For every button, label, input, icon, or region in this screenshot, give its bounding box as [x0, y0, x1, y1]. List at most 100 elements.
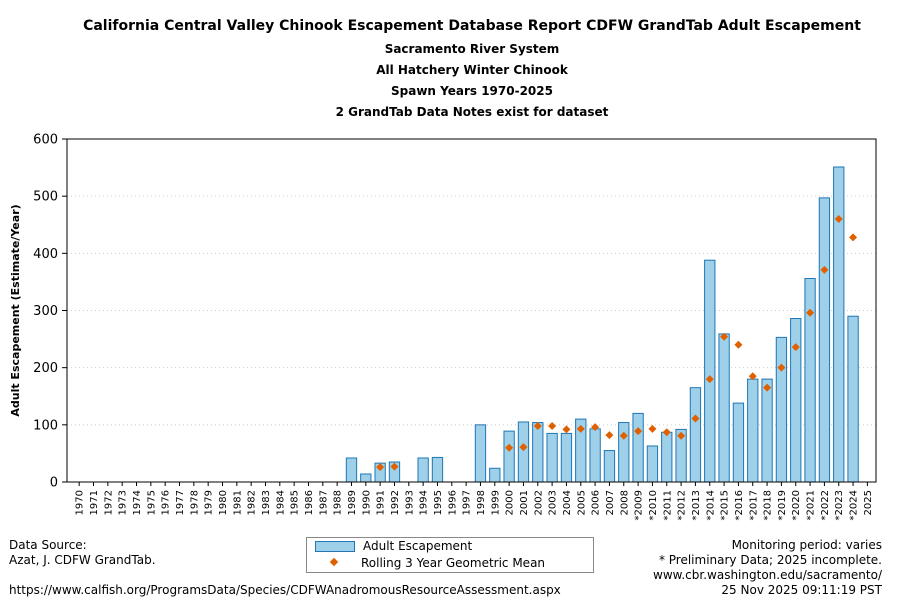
footer-notes: Monitoring period: varies * Preliminary … — [653, 538, 882, 598]
x-tick-label: *2016 — [734, 490, 745, 520]
x-tick-label: *2012 — [677, 490, 688, 520]
x-tick-label: 1994 — [419, 490, 430, 515]
geomean-point — [662, 428, 671, 437]
bar — [689, 387, 702, 483]
x-tick-label: *2017 — [748, 490, 759, 520]
x-tick-label: 1993 — [404, 490, 415, 515]
legend-bar-label: Adult Escapement — [363, 539, 473, 553]
x-tick-label: *2024 — [849, 490, 860, 520]
bar — [790, 318, 802, 483]
x-tick-label: *2010 — [648, 490, 659, 520]
x-tick-label: 2007 — [605, 490, 616, 515]
x-tick-label: 2002 — [533, 490, 544, 515]
x-tick-label: 1986 — [304, 490, 315, 515]
x-tick-label: 1970 — [75, 490, 86, 515]
chart-subtitle-river: Sacramento River System — [384, 42, 560, 56]
x-tick-label: 2025 — [863, 490, 874, 515]
site-url[interactable]: www.cbr.washington.edu/sacramento/ — [653, 568, 882, 582]
geomean-point — [505, 443, 514, 452]
geomean-point — [605, 431, 614, 440]
x-tick-label: 1992 — [390, 490, 401, 515]
geomean-point — [634, 427, 643, 436]
x-tick-label: 1978 — [189, 490, 200, 515]
x-tick-label: *2020 — [791, 490, 802, 520]
y-tick-label: 300 — [33, 304, 58, 319]
bar — [603, 450, 616, 483]
x-tick-label: 1976 — [161, 490, 172, 515]
x-tick-label: 1983 — [261, 490, 272, 515]
x-tick-label: *2023 — [834, 490, 845, 520]
x-tick-label: 1971 — [89, 490, 100, 515]
x-tick-label: 1999 — [490, 490, 501, 515]
x-tick-label: 1972 — [103, 490, 114, 515]
x-tick-label: 1973 — [118, 490, 129, 515]
geomean-point — [376, 463, 385, 472]
y-tick-label: 100 — [33, 418, 58, 433]
x-tick-label: 1977 — [175, 490, 186, 515]
chart-subtitle-run: All Hatchery Winter Chinook — [376, 63, 568, 77]
geomean-point — [576, 424, 585, 433]
x-tick-label: 1985 — [290, 490, 301, 515]
x-tick-label: *2015 — [720, 490, 731, 520]
source-url[interactable]: https://www.calfish.org/ProgramsData/Spe… — [9, 583, 561, 597]
geomean-point — [791, 343, 800, 352]
bar — [704, 259, 716, 483]
x-tick-label: 1988 — [333, 490, 344, 515]
report-timestamp: 25 Nov 2025 09:11:19 PST — [721, 583, 882, 597]
x-tick-label: 2003 — [548, 490, 559, 515]
geomean-point — [734, 340, 743, 349]
geomean-point — [806, 308, 815, 317]
bar — [833, 166, 845, 483]
chart-subtitle-years: Spawn Years 1970-2025 — [391, 84, 553, 98]
bar — [775, 336, 788, 483]
chart-titles: California Central Valley Chinook Escape… — [0, 14, 900, 123]
geomean-point — [677, 431, 686, 440]
data-source-label: Data Source: — [9, 538, 87, 552]
x-tick-label: 2000 — [505, 490, 516, 515]
chart-subtitle-notes: 2 GrandTab Data Notes exist for dataset — [335, 105, 609, 119]
bar — [560, 432, 573, 483]
legend-bar-swatch — [315, 540, 355, 552]
geomean-point — [691, 414, 700, 423]
bar — [661, 431, 673, 483]
bar — [847, 315, 859, 483]
preliminary-note: * Preliminary Data; 2025 incomplete. — [658, 553, 882, 567]
x-tick-label: *2013 — [691, 490, 702, 520]
bar — [431, 456, 444, 483]
bar — [718, 333, 730, 483]
geomean-point — [705, 375, 714, 384]
bar — [761, 378, 773, 483]
legend-point-swatch — [315, 558, 355, 568]
x-tick-label: 1979 — [204, 490, 215, 515]
geomean-point — [834, 215, 843, 224]
x-tick-label: 1984 — [275, 490, 286, 515]
bar — [632, 412, 644, 483]
bar — [360, 473, 372, 483]
x-tick-label: 2004 — [562, 490, 573, 515]
legend-point-label: Rolling 3 Year Geometric Mean — [361, 556, 546, 570]
geomean-point — [648, 424, 657, 433]
x-tick-label: *2014 — [705, 490, 716, 520]
x-tick-label: *2019 — [777, 490, 788, 520]
x-tick-label: 2005 — [576, 490, 587, 515]
bar — [517, 421, 530, 483]
x-tick-label: 2008 — [619, 490, 630, 515]
geomean-point — [849, 233, 858, 242]
x-tick-label: 1981 — [232, 490, 243, 515]
bar — [345, 457, 358, 483]
monitoring-period: Monitoring period: varies — [731, 538, 882, 552]
geomean-point — [763, 383, 772, 392]
x-tick-label: 1998 — [476, 490, 487, 515]
bar — [747, 378, 759, 483]
bar — [589, 428, 601, 483]
geomean-point — [619, 431, 628, 440]
bar — [618, 422, 630, 483]
geomean-point — [748, 372, 757, 381]
x-tick-label: 1990 — [361, 490, 372, 515]
legend: Adult Escapement Rolling 3 Year Geometri… — [306, 537, 594, 573]
x-tick-label: *2021 — [806, 490, 817, 520]
x-tick-label: *2011 — [662, 490, 673, 520]
x-tick-label: 1989 — [347, 490, 358, 515]
geomean-point — [390, 462, 399, 471]
